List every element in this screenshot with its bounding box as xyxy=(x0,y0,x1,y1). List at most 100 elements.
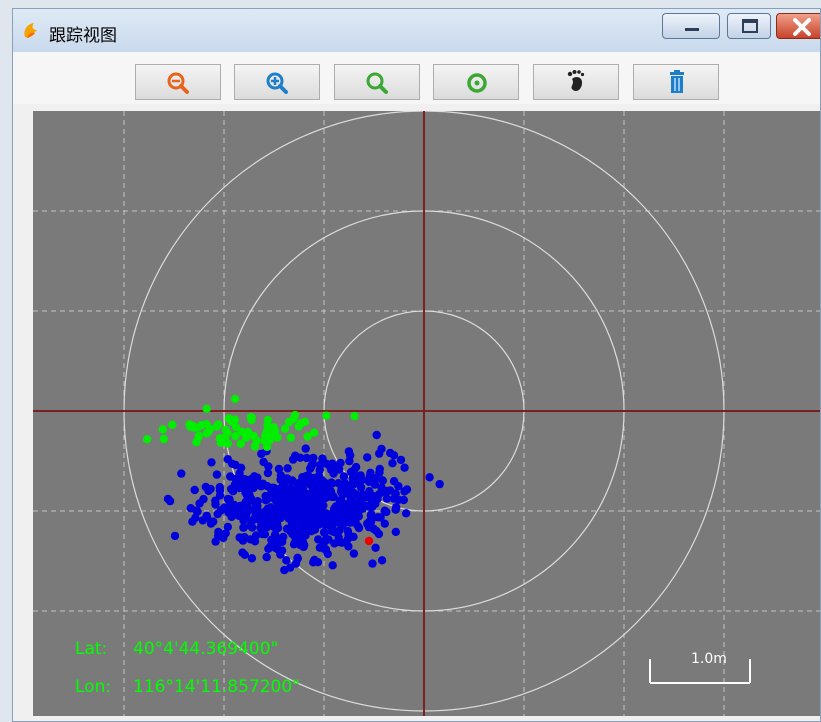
track-point-highlight xyxy=(168,420,177,429)
track-point xyxy=(347,507,356,516)
track-point xyxy=(242,509,251,519)
track-point-highlight xyxy=(269,423,278,432)
track-point-highlight xyxy=(294,422,303,431)
close-button[interactable] xyxy=(776,13,820,39)
track-point xyxy=(396,455,406,465)
track-point xyxy=(271,543,280,553)
track-point-highlight xyxy=(284,417,294,427)
minimize-button[interactable] xyxy=(662,13,720,39)
track-point xyxy=(336,458,345,468)
track-point xyxy=(392,503,401,512)
zoom-fit-button[interactable] xyxy=(334,64,420,100)
track-point xyxy=(276,506,285,515)
track-point xyxy=(273,497,282,507)
track-point xyxy=(334,479,343,488)
track-point xyxy=(344,447,354,456)
center-button[interactable] xyxy=(433,64,519,100)
footprint-icon xyxy=(567,70,585,92)
track-point xyxy=(237,474,246,483)
track-point xyxy=(365,472,374,481)
track-point xyxy=(373,494,382,504)
track-point-highlight xyxy=(186,422,195,431)
track-point xyxy=(402,485,412,494)
current-position-point xyxy=(364,536,374,546)
track-point xyxy=(230,509,239,519)
track-point xyxy=(349,549,359,558)
track-point-highlight xyxy=(309,428,319,437)
track-point-highlight xyxy=(243,427,253,437)
track-point xyxy=(292,511,301,520)
track-point-highlight xyxy=(280,424,290,433)
clear-button[interactable] xyxy=(633,64,719,100)
scale-bar xyxy=(649,659,751,684)
track-point xyxy=(263,504,272,513)
track-point xyxy=(221,529,230,538)
track-point-highlight xyxy=(286,433,296,442)
track-point xyxy=(377,556,387,565)
track-point xyxy=(223,455,232,464)
track-point xyxy=(435,479,444,489)
zoom-out-button[interactable] xyxy=(135,64,221,100)
track-point xyxy=(211,496,220,505)
track-point xyxy=(253,505,262,514)
track-point-highlight xyxy=(142,435,152,444)
track-point-highlight xyxy=(230,394,240,404)
track-point xyxy=(251,511,260,521)
track-point xyxy=(386,486,395,495)
track-point xyxy=(302,453,311,463)
track-point-highlight xyxy=(212,422,221,431)
track-point xyxy=(345,484,354,493)
magnifier-minus-icon xyxy=(167,72,189,94)
track-point xyxy=(280,565,289,575)
track-point xyxy=(363,453,372,462)
track-point xyxy=(283,464,292,473)
track-point xyxy=(266,517,276,527)
track-point-highlight xyxy=(322,411,331,420)
track-point xyxy=(293,554,302,563)
track-button[interactable] xyxy=(533,64,619,100)
track-point xyxy=(270,530,280,539)
track-point xyxy=(320,481,330,490)
track-point xyxy=(313,499,322,508)
track-point xyxy=(206,519,216,528)
maximize-button[interactable] xyxy=(727,13,771,39)
track-point-highlight xyxy=(197,420,206,430)
track-point xyxy=(368,559,377,568)
track-point xyxy=(238,548,247,557)
track-plot-area[interactable]: 1.0m Lat: 40°4'44.369400" Lon: 116°14'11.8… xyxy=(33,111,820,716)
track-point xyxy=(331,502,341,511)
title-bar[interactable]: 跟踪视图 xyxy=(13,9,820,52)
track-point xyxy=(273,489,283,498)
track-point-highlight xyxy=(273,433,282,442)
track-point-highlight xyxy=(231,422,241,432)
track-point xyxy=(337,486,347,495)
track-point xyxy=(262,552,271,562)
track-point xyxy=(356,483,366,492)
track-point xyxy=(241,488,250,497)
track-point xyxy=(375,464,384,474)
track-point xyxy=(319,538,329,547)
track-point xyxy=(198,516,207,525)
track-point xyxy=(294,524,303,534)
app-icon xyxy=(24,23,37,38)
track-point xyxy=(212,470,222,479)
track-point xyxy=(313,558,323,567)
track-point xyxy=(228,485,238,494)
track-point xyxy=(329,492,338,502)
track-point xyxy=(339,472,349,481)
track-point xyxy=(319,528,329,537)
magnifier-icon xyxy=(366,72,388,94)
track-point xyxy=(277,534,286,543)
track-point xyxy=(307,461,316,470)
track-point xyxy=(401,509,411,518)
track-point xyxy=(263,468,273,478)
trash-icon xyxy=(670,70,684,93)
track-point-highlight xyxy=(261,433,270,442)
zoom-in-button[interactable] xyxy=(234,64,320,100)
track-point xyxy=(363,519,372,528)
track-point xyxy=(260,530,270,539)
track-point xyxy=(303,521,312,530)
track-point xyxy=(215,483,224,492)
track-point xyxy=(370,480,379,489)
track-point xyxy=(250,537,260,546)
